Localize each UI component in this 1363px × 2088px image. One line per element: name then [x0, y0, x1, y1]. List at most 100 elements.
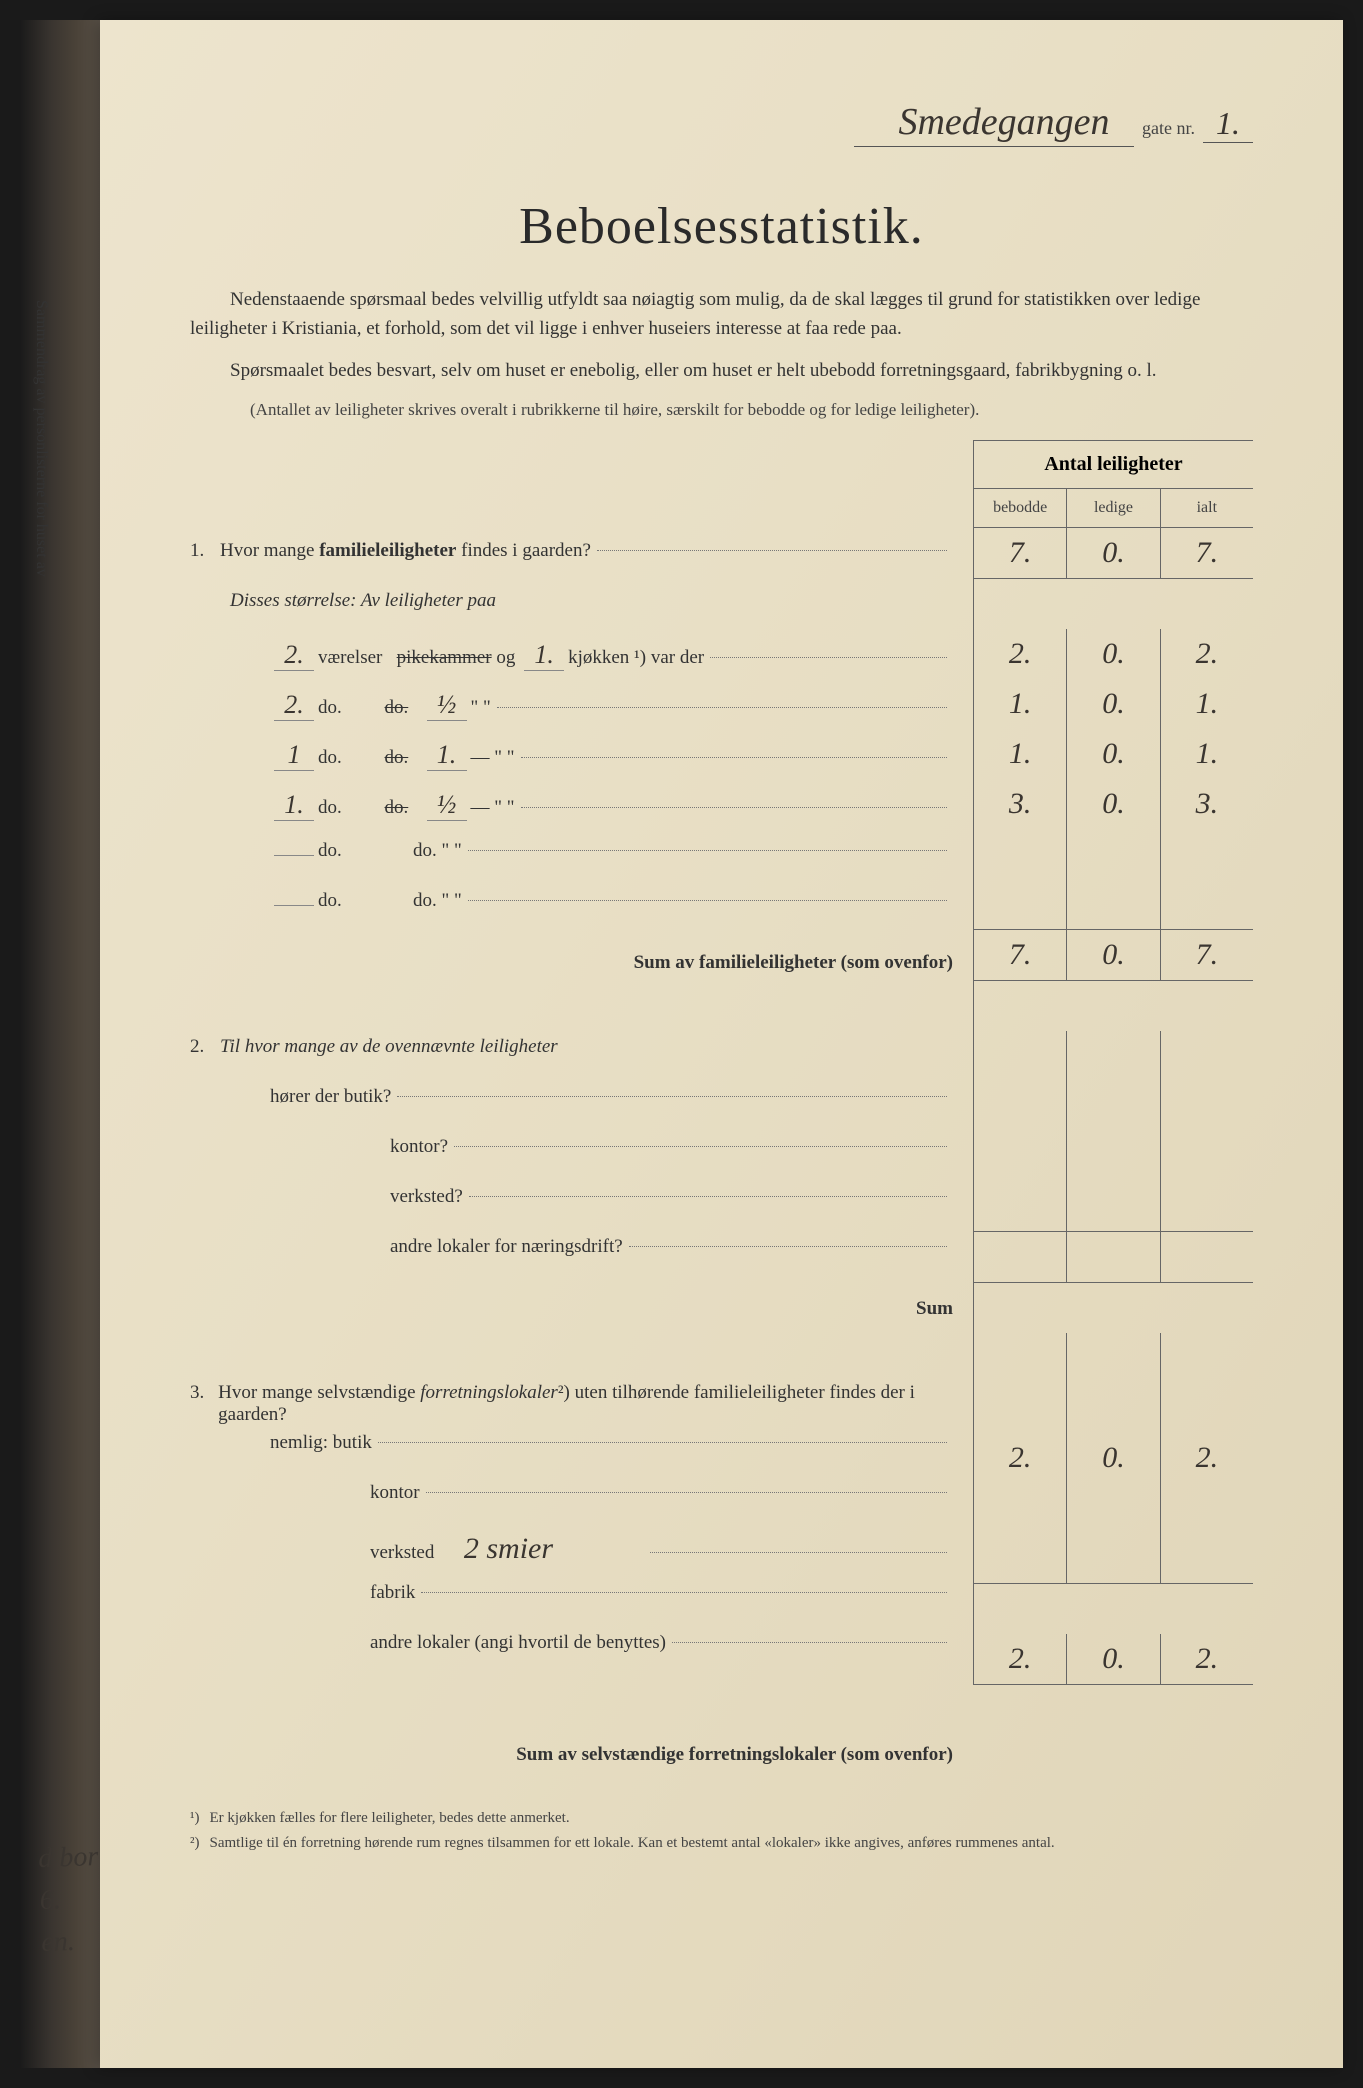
col-bebodde: bebodde	[974, 489, 1067, 527]
question-3: 3. Hvor mange selvstændige forretningslo…	[190, 1382, 953, 1778]
intro-paragraph-1: Nedenstaaende spørsmaal bedes velvillig …	[190, 286, 1253, 343]
cell	[1161, 1232, 1253, 1282]
cell: 0.	[1067, 1634, 1160, 1684]
cell: 2.	[974, 1634, 1067, 1684]
table-row: 3. 0. 3.	[974, 779, 1253, 829]
strike: pikekammer	[397, 647, 492, 669]
q2-text: Til hvor mange av de ovennævnte leilighe…	[220, 1036, 558, 1058]
kitchen-fill: ½	[427, 690, 467, 721]
gate-label: gate nr.	[1142, 118, 1195, 139]
q3-line: kontor	[190, 1482, 953, 1532]
col-ledige: ledige	[1067, 489, 1160, 527]
cell: 0.	[1067, 930, 1160, 980]
table-row	[974, 829, 1253, 879]
cell	[974, 1232, 1067, 1282]
cell: 3.	[974, 779, 1067, 829]
cell	[974, 879, 1067, 929]
strike: do.	[385, 697, 409, 719]
cell	[974, 1383, 1067, 1433]
table-row: 1. 0. 1.	[974, 679, 1253, 729]
margin-note-2: 6.	[39, 1883, 100, 1917]
cell	[1067, 1533, 1160, 1583]
cell: 0.	[1067, 1433, 1160, 1483]
cell	[974, 1031, 1067, 1081]
q2-line: andre lokaler for næringsdrift?	[190, 1236, 953, 1286]
document-title: Beboelsesstatistik.	[190, 197, 1253, 256]
rooms-fill: 2.	[274, 640, 314, 671]
cell	[974, 1533, 1067, 1583]
rooms-label: værelser	[318, 647, 382, 669]
cell: 2.	[974, 629, 1067, 679]
cell	[974, 1333, 1067, 1383]
cell: 0.	[1067, 729, 1160, 779]
spine-text: Sammendrag av personlisterne for huset a…	[32, 300, 50, 577]
cell	[1161, 1383, 1253, 1433]
table-row: 1. 0. 1.	[974, 729, 1253, 779]
rooms-fill: 2.	[274, 690, 314, 721]
q1-detail-rows: 2. 0. 2. 1. 0. 1. 1. 0. 1.	[974, 629, 1253, 930]
cell	[1161, 879, 1253, 929]
kitchen-fill: 1.	[524, 640, 564, 671]
table-row	[974, 1081, 1253, 1131]
cell	[1067, 1333, 1160, 1383]
table-row	[974, 1483, 1253, 1533]
margin-note-3: en.	[41, 1925, 102, 1959]
cell: 2.	[1161, 1433, 1253, 1483]
cell: 1.	[974, 729, 1067, 779]
kitchen-label: do. " "	[413, 840, 462, 862]
street-name: Smedegangen	[854, 100, 1134, 147]
q2-label: hører der butik?	[270, 1086, 391, 1108]
cell	[1161, 1333, 1253, 1383]
q3-label: verksted	[370, 1542, 434, 1564]
q2-line: hører der butik?	[190, 1086, 953, 1136]
cell	[1161, 1483, 1253, 1533]
cell	[974, 829, 1067, 879]
q2-sum-label: Sum	[190, 1286, 953, 1332]
margin-note-1: d bor	[38, 1841, 99, 1875]
rooms-fill: 1.	[274, 790, 314, 821]
cell: 0.	[1067, 528, 1160, 578]
q3-line: nemlig: butik	[190, 1432, 953, 1482]
q1-total-row: 7. 0. 7.	[974, 528, 1253, 579]
fn-num: ²)	[190, 1833, 200, 1854]
rooms-label: do.	[318, 747, 342, 769]
q3-text: Hvor mange selvstændige forretningslokal…	[218, 1382, 941, 1426]
fn-text: Er kjøkken fælles for flere leiligheter,…	[210, 1808, 570, 1829]
fn-num: ¹)	[190, 1808, 200, 1829]
q3-line: fabrik	[190, 1582, 953, 1632]
cell: 1.	[974, 679, 1067, 729]
q1-line-4: 1. do. do. ½ — " "	[190, 790, 953, 840]
footnote-2: ²) Samtlige til én forretning hørende ru…	[190, 1833, 1253, 1854]
fn-text: Samtlige til én forretning hørende rum r…	[210, 1833, 1055, 1854]
rooms-fill	[274, 855, 314, 856]
cell	[974, 1131, 1067, 1181]
cell: 1.	[1161, 679, 1253, 729]
cell	[1161, 1031, 1253, 1081]
q1-line-6: do. do. " "	[190, 890, 953, 940]
cell: 7.	[1161, 528, 1253, 578]
q2-label: kontor?	[390, 1136, 448, 1158]
kitchen-label: do. " "	[413, 890, 462, 912]
cell: 2.	[974, 1433, 1067, 1483]
rooms-label: do.	[318, 840, 342, 862]
q1-line-5: do. do. " "	[190, 840, 953, 890]
kitchen-label: kjøkken ¹) var der	[568, 647, 704, 669]
cell: 1.	[1161, 729, 1253, 779]
rooms-label: do.	[318, 697, 342, 719]
table-header-cols: bebodde ledige ialt	[974, 489, 1253, 527]
cell	[1067, 1131, 1160, 1181]
rooms-fill	[274, 905, 314, 906]
q3-rows: 2. 0. 2.	[974, 1333, 1253, 1584]
kitchen-fill: 1.	[427, 740, 467, 771]
cell: 0.	[1067, 679, 1160, 729]
q3-sum-label: Sum av selvstændige forretningslokaler (…	[190, 1732, 953, 1778]
footnote-1: ¹) Er kjøkken fælles for flere leilighet…	[190, 1808, 1253, 1829]
cell	[1161, 1081, 1253, 1131]
cell: 0.	[1067, 629, 1160, 679]
table-header-main: Antal leiligheter	[974, 441, 1253, 489]
cell	[1067, 879, 1160, 929]
q3-line: andre lokaler (angi hvortil de benyttes)	[190, 1632, 953, 1682]
q2-label: verksted?	[390, 1186, 463, 1208]
q1-sum-label: Sum av familieleiligheter (som ovenfor)	[190, 940, 953, 986]
cell	[974, 1483, 1067, 1533]
